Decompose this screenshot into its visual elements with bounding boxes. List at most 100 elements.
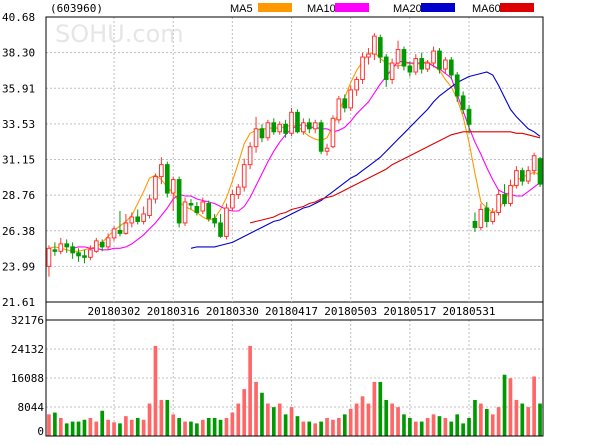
candle: [147, 194, 152, 219]
candle: [466, 104, 472, 134]
candle: [277, 121, 283, 135]
candle-body: [230, 194, 235, 209]
legend-label-ma20: MA20: [393, 3, 422, 15]
candle-body: [443, 59, 448, 70]
volume-bar: [437, 416, 442, 436]
volume-bar: [76, 421, 81, 436]
volume-bar: [118, 423, 122, 436]
volume-bar: [461, 423, 465, 436]
candle-body: [105, 237, 111, 248]
candle-body: [484, 207, 490, 222]
legend-label-ma60: MA60: [472, 3, 501, 15]
candle: [431, 46, 436, 68]
candle: [360, 52, 365, 84]
volume-bar: [289, 407, 294, 436]
volume-bar: [171, 414, 176, 436]
candle: [76, 248, 81, 262]
candle-body: [407, 65, 413, 73]
candle: [472, 212, 478, 232]
candle-body: [306, 122, 312, 130]
date-axis: 20180302 20180316 20180330 20180417 20180503…: [88, 305, 496, 318]
candle: [443, 57, 448, 74]
candle: [407, 61, 413, 77]
candle-body: [93, 240, 99, 252]
candle-body: [265, 122, 271, 139]
ma-line-ma20: [190, 71, 541, 249]
candle-body: [153, 176, 158, 200]
volume-bar: [496, 407, 501, 436]
candle-body: [159, 164, 164, 178]
volume-bar: [449, 421, 454, 436]
watermark: SOHU.com: [55, 20, 184, 48]
volume-bar: [490, 414, 495, 436]
volume-bar: [378, 381, 383, 436]
candle-body: [117, 229, 123, 234]
candle-body: [448, 59, 454, 76]
candle-body: [537, 158, 543, 185]
volume-bar: [372, 381, 377, 436]
volume-bar: [100, 410, 105, 436]
volume-bar: [129, 419, 134, 436]
candle-body: [360, 56, 365, 80]
volume-bar: [413, 421, 418, 436]
volume-bar: [200, 419, 205, 436]
candle: [460, 91, 466, 114]
candle: [389, 58, 395, 84]
volume-bar: [236, 403, 241, 436]
candle: [330, 115, 336, 149]
candle-body: [295, 111, 300, 133]
volume-bar: [189, 421, 193, 436]
candle: [514, 166, 519, 189]
candle-body: [111, 228, 117, 239]
candle-body: [170, 179, 176, 194]
candle-body: [188, 203, 194, 206]
candle-body: [395, 49, 401, 64]
candle-body: [58, 243, 64, 252]
candle-body: [218, 222, 223, 237]
candle: [301, 118, 306, 135]
candle: [241, 158, 247, 192]
volume-tick-label: 32176: [11, 314, 44, 327]
volume-bar: [514, 399, 519, 436]
candle-body: [301, 122, 306, 133]
candle-body: [247, 146, 253, 166]
volume-bar: [301, 421, 306, 436]
candle-body: [336, 98, 342, 121]
candle-body: [354, 78, 359, 91]
candle-body: [383, 56, 389, 80]
date-tick-label: 20180531: [443, 305, 496, 318]
volume-bar: [88, 417, 93, 436]
candle-body: [277, 123, 283, 133]
volume-bar: [218, 419, 223, 436]
legend: MA5 MA10 MA20 MA60: [230, 3, 534, 15]
candle-body: [531, 155, 537, 172]
candle-body: [514, 170, 519, 187]
candle-body: [431, 50, 436, 64]
candle: [164, 161, 170, 198]
candle: [454, 71, 460, 102]
candle: [419, 52, 425, 74]
candle: [348, 85, 354, 111]
volume-bar: [479, 403, 483, 436]
volume-bar: [159, 399, 164, 436]
price-tick-label: 21.61: [2, 296, 35, 309]
date-tick-label: 20180316: [147, 305, 200, 318]
candle: [212, 213, 217, 228]
candle: [413, 54, 419, 75]
volume-bar: [277, 403, 282, 436]
candle: [99, 239, 105, 252]
volume-bar: [165, 399, 170, 436]
candle-body: [425, 62, 430, 70]
candle: [425, 60, 430, 72]
candle: [123, 213, 129, 235]
date-tick-label: 20180302: [88, 305, 141, 318]
volume-bar: [425, 417, 430, 436]
candle: [478, 203, 484, 231]
candle-body: [76, 252, 81, 257]
volume-bars: [47, 345, 542, 436]
candle-body: [224, 207, 229, 237]
candle: [230, 190, 235, 211]
volume-bar: [58, 417, 63, 436]
candle-body: [472, 220, 478, 228]
volume-bar: [70, 421, 75, 436]
